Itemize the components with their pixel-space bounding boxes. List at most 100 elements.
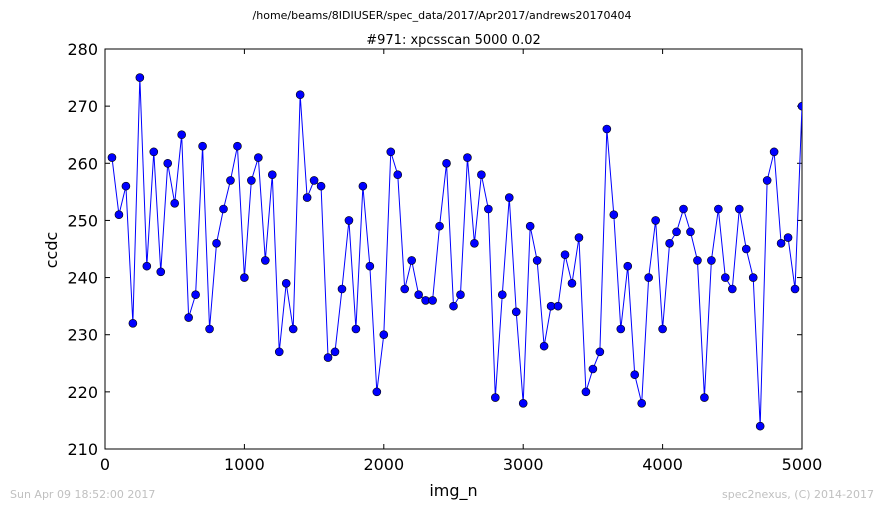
data-point — [414, 290, 423, 300]
y-tick-label: 210 — [67, 440, 98, 459]
data-point — [595, 347, 605, 357]
data-point — [156, 267, 166, 277]
data-point — [567, 278, 577, 288]
y-tick-label: 250 — [67, 211, 98, 230]
data-point — [302, 193, 312, 202]
data-point — [497, 290, 507, 300]
figure-suptitle: /home/beams/8IDIUSER/spec_data/2017/Apr2… — [252, 9, 632, 22]
data-point — [651, 216, 660, 225]
data-point — [365, 261, 375, 271]
data-point — [407, 256, 416, 265]
data-point — [532, 256, 542, 265]
data-point — [686, 227, 695, 237]
data-point — [776, 238, 786, 248]
y-tick-label: 280 — [67, 40, 98, 59]
data-point — [588, 364, 598, 374]
data-point — [191, 290, 200, 300]
data-point — [121, 181, 131, 191]
plot-area: 0 1000 2000 3000 4000 5000 210 220 230 240 250 260 2… — [67, 40, 822, 474]
data-point — [142, 261, 152, 271]
series-line — [111, 77, 802, 427]
data-point — [226, 176, 235, 185]
data-point — [456, 290, 465, 300]
data-point — [553, 301, 563, 311]
y-tick-label: 260 — [67, 154, 98, 173]
data-point — [247, 176, 256, 185]
data-point — [518, 398, 528, 408]
y-tick-label: 270 — [67, 97, 98, 116]
data-point — [254, 153, 263, 162]
data-point — [504, 193, 514, 202]
data-point — [281, 278, 291, 288]
y-tick-label: 240 — [67, 269, 98, 288]
y-tick-label: 230 — [67, 326, 98, 345]
data-point — [400, 284, 410, 294]
data-point — [644, 273, 653, 282]
data-point — [769, 147, 779, 157]
x-tick-label: 1000 — [224, 455, 265, 474]
y-tick-label: 220 — [67, 383, 98, 402]
data-point — [344, 216, 354, 225]
data-point — [330, 347, 340, 357]
data-point — [212, 238, 221, 248]
data-point — [274, 347, 284, 357]
data-point — [665, 238, 674, 248]
data-point — [721, 273, 730, 282]
chart-title: #971: xpcsscan 5000 0.02 — [366, 33, 541, 48]
data-point — [700, 393, 709, 402]
data-point — [449, 301, 458, 311]
data-point — [755, 421, 765, 431]
data-point — [602, 124, 612, 134]
data-point — [184, 313, 193, 322]
data-point — [484, 204, 493, 214]
data-point — [428, 296, 437, 305]
data-point — [748, 273, 758, 282]
data-point — [309, 176, 319, 185]
plot-frame — [104, 48, 803, 450]
x-tick-label: 4000 — [642, 455, 683, 474]
data-point — [372, 387, 382, 397]
data-point — [170, 198, 179, 208]
data-point — [581, 387, 591, 397]
data-point — [463, 153, 472, 162]
x-axis-label: img_n — [429, 481, 477, 501]
data-point — [337, 284, 347, 294]
data-point — [316, 181, 326, 191]
data-point — [163, 158, 173, 168]
data-point — [435, 221, 444, 231]
data-point — [393, 170, 403, 180]
data-point — [616, 324, 626, 334]
data-point — [379, 330, 389, 340]
data-point — [323, 353, 333, 362]
data-point — [525, 221, 535, 231]
data-point — [177, 130, 186, 140]
data-point — [511, 307, 521, 317]
data-point — [783, 233, 793, 242]
data-point — [734, 204, 744, 214]
data-point — [288, 324, 298, 334]
data-point — [707, 256, 716, 265]
data-point — [790, 284, 800, 294]
data-point — [386, 147, 396, 157]
data-point — [693, 256, 702, 265]
data-point — [672, 227, 681, 237]
data-point — [727, 284, 737, 294]
data-point — [351, 324, 361, 334]
data-point — [741, 244, 751, 254]
data-point — [128, 318, 138, 328]
data-point — [114, 210, 124, 220]
data-point — [574, 233, 584, 242]
data-point — [491, 393, 500, 402]
data-point — [240, 273, 249, 282]
data-point — [623, 261, 633, 271]
data-point — [198, 141, 207, 151]
data-point — [609, 210, 619, 220]
data-point — [358, 181, 368, 191]
data-point — [135, 73, 145, 82]
x-tick-label: 5000 — [782, 455, 823, 474]
y-axis-label: ccdc — [42, 232, 61, 269]
data-point — [295, 90, 305, 100]
data-point — [261, 256, 270, 265]
data-point — [714, 204, 723, 214]
